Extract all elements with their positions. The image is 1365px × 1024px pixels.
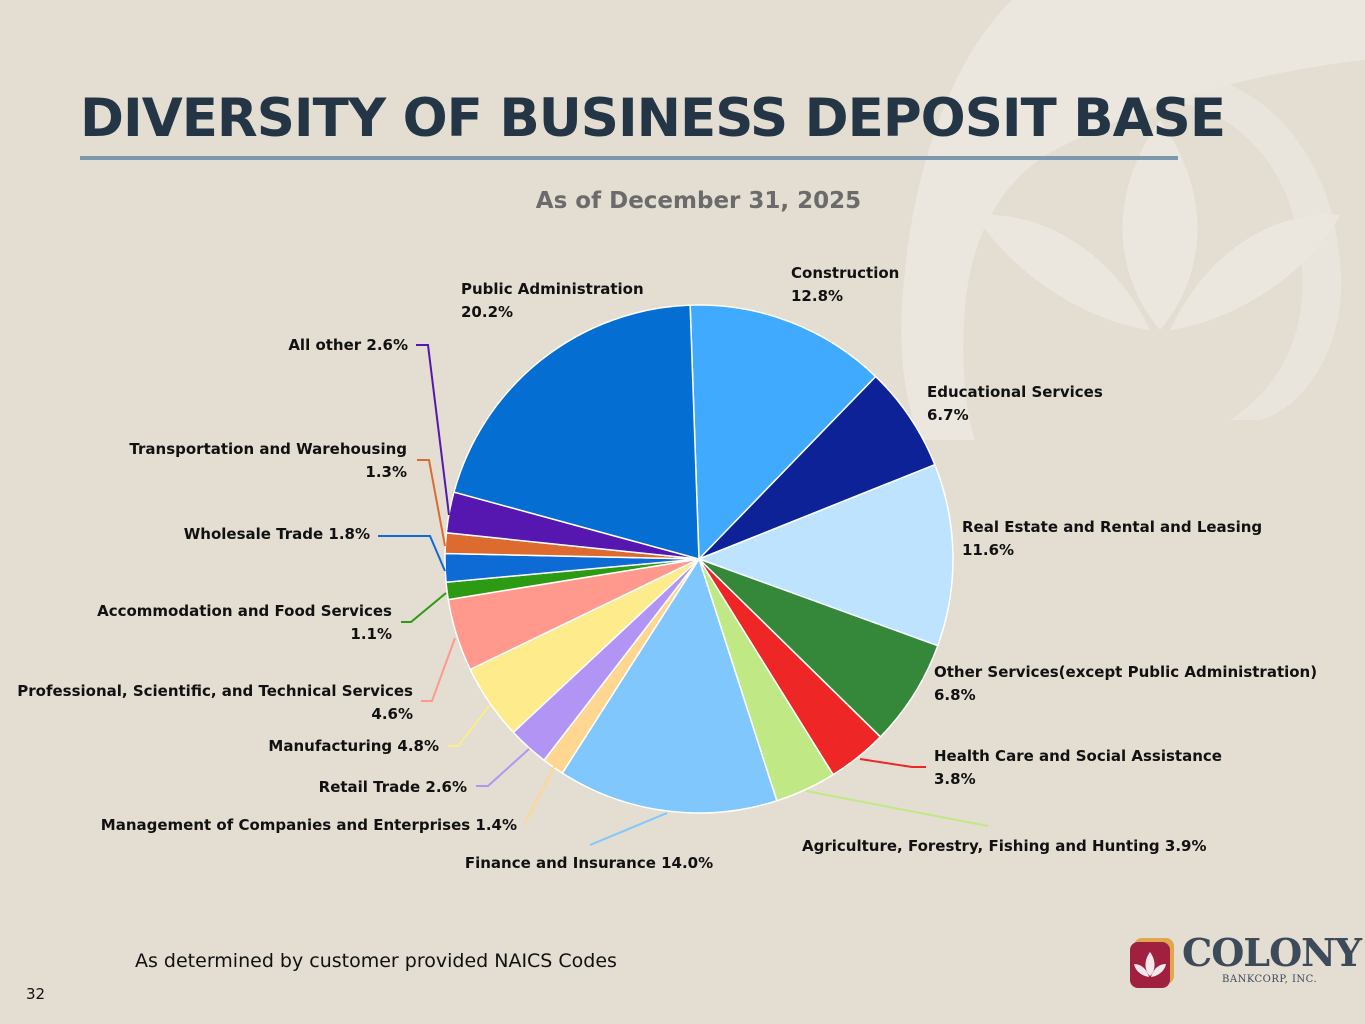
footnote: As determined by customer provided NAICS… [135, 950, 617, 972]
slice-label-professional-scientific-and-technical-services: Professional, Scientific, and Technical … [17, 682, 413, 723]
slice-label-line: Agriculture, Forestry, Fishing and Hunti… [802, 837, 1206, 855]
slice-label-accommodation-and-food-services: Accommodation and Food Services 1.1% [97, 602, 392, 643]
pie-slices [444, 304, 954, 814]
slice-label-line: Other Services(except Public Administrat… [934, 663, 1317, 681]
slice-label-line: 6.8% [934, 686, 976, 704]
pie-slice-finance-and-insurance [561, 557, 778, 814]
slice-label-line: 11.6% [962, 541, 1014, 559]
slice-label-line: Management of Companies and Enterprises … [101, 816, 517, 834]
slice-label-management-of-companies-and-enterprises: Management of Companies and Enterprises … [101, 816, 517, 834]
slice-label-line: Construction [791, 264, 899, 282]
slice-label-line: Public Administration [461, 280, 644, 298]
slice-label-line: All other 2.6% [288, 336, 408, 354]
slice-label-line: Educational Services [927, 383, 1103, 401]
slice-label-line: Health Care and Social Assistance [934, 747, 1222, 765]
page-number: 32 [26, 985, 46, 1003]
slice-label-manufacturing: Manufacturing 4.8% [268, 737, 439, 755]
leader-lines [378, 344, 989, 846]
slice-label-line: 12.8% [791, 287, 843, 305]
slice-label-all-other: All other 2.6% [288, 336, 408, 354]
leader-line-retail-trade [476, 748, 530, 787]
slice-label-health-care-and-social-assistance: Health Care and Social Assistance 3.8% [934, 747, 1222, 788]
lotus-logo-icon [1130, 938, 1174, 988]
slide-title: DIVERSITY OF BUSINESS DEPOSIT BASE [80, 88, 1226, 149]
slice-label-line: 3.8% [934, 770, 976, 788]
slice-label-public-administration: Public Administration 20.2% [461, 280, 644, 321]
slice-label-line: Real Estate and Rental and Leasing [962, 518, 1262, 536]
slice-label-transportation-and-warehousing: Transportation and Warehousing 1.3% [129, 440, 407, 481]
slice-label-retail-trade: Retail Trade 2.6% [319, 778, 467, 796]
slice-label-line: 1.1% [350, 625, 392, 643]
slice-label-line: Transportation and Warehousing [129, 440, 407, 458]
slice-label-agriculture-forestry-fishing-and-hunting: Agriculture, Forestry, Fishing and Hunti… [802, 837, 1206, 855]
company-logo: COLONY BANKCORP, INC. [1128, 930, 1362, 992]
slice-label-line: Manufacturing 4.8% [268, 737, 439, 755]
leader-line-accommodation-and-food-services [401, 592, 447, 623]
pie-slice-educational-services [698, 375, 936, 560]
slice-label-line: Finance and Insurance 14.0% [465, 854, 713, 872]
leader-line-wholesale-trade [378, 535, 446, 572]
slice-label-construction: Construction 12.8% [791, 264, 899, 305]
slice-label-wholesale-trade: Wholesale Trade 1.8% [184, 525, 370, 543]
slice-label-line: 20.2% [461, 303, 513, 321]
leader-line-finance-and-insurance [589, 812, 668, 846]
slice-label-finance-and-insurance: Finance and Insurance 14.0% [465, 854, 713, 872]
leader-line-health-care-and-social-assistance [859, 758, 926, 768]
slice-label-real-estate-and-rental-and-leasing: Real Estate and Rental and Leasing 11.6% [962, 518, 1262, 559]
slice-label-line: 6.7% [927, 406, 969, 424]
pie-slice-construction [689, 304, 877, 561]
slice-label-line: Accommodation and Food Services [97, 602, 392, 620]
pie-slice-public-administration [453, 304, 700, 560]
pie-slice-other-services-except-public-administration [698, 558, 939, 738]
chart-subtitle: As of December 31, 2025 [535, 188, 862, 214]
title-underline [80, 156, 1178, 160]
pie-slice-real-estate-and-rental-and-leasing [696, 463, 954, 647]
slice-label-line: Wholesale Trade 1.8% [184, 525, 370, 543]
leader-line-all-other [416, 344, 450, 516]
slice-label-line: Professional, Scientific, and Technical … [17, 682, 413, 700]
slice-label-line: Retail Trade 2.6% [319, 778, 467, 796]
slice-label-line: 4.6% [371, 705, 413, 723]
leader-line-agriculture-forestry-fishing-and-hunting [805, 790, 989, 827]
slice-label-line: 1.3% [365, 463, 407, 481]
leader-line-manufacturing [448, 704, 491, 747]
slice-labels: Construction 12.8% Educational Services 6.7… [17, 264, 1317, 872]
leader-line-professional-scientific-and-technical-services [421, 637, 456, 702]
logo-subtitle: BANKCORP, INC. [1222, 974, 1318, 985]
slice-label-other-services-except-public-administration: Other Services(except Public Administrat… [934, 663, 1317, 704]
leader-line-management-of-companies-and-enterprises [524, 764, 556, 824]
leader-line-transportation-and-warehousing [417, 459, 446, 547]
slice-label-educational-services: Educational Services 6.7% [927, 383, 1103, 424]
logo-wordmark: COLONY [1182, 930, 1362, 975]
